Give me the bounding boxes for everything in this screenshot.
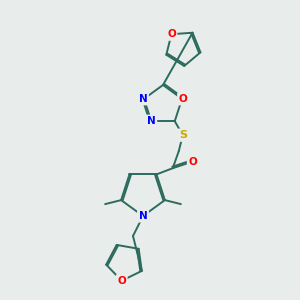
Text: O: O	[178, 94, 188, 104]
Text: O: O	[117, 276, 126, 286]
Text: S: S	[179, 130, 187, 140]
Text: N: N	[147, 116, 156, 126]
Text: N: N	[139, 211, 147, 221]
Text: O: O	[167, 29, 176, 39]
Text: N: N	[139, 94, 147, 104]
Text: O: O	[188, 157, 197, 167]
